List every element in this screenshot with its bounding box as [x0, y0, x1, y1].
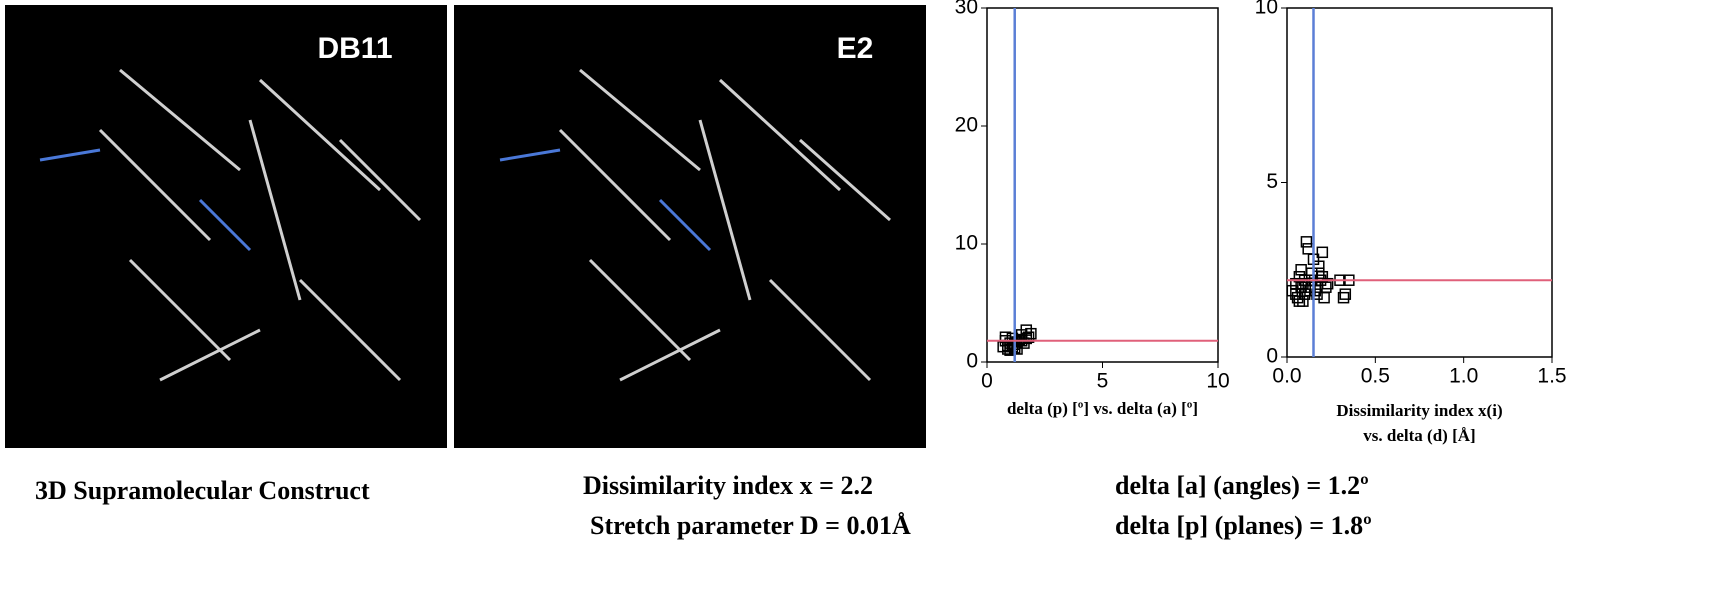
x-tick-label: 0 — [981, 370, 993, 393]
y-tick-label: 20 — [955, 114, 978, 137]
x-axis-label: vs. delta (d) [Å] — [1363, 426, 1475, 445]
x-tick-label: 0.0 — [1272, 365, 1301, 388]
caption: delta [p] (planes) = 1.8º — [1115, 511, 1372, 540]
point — [1316, 246, 1329, 259]
y-tick-label: 10 — [955, 232, 978, 255]
panel-label: E2 — [837, 32, 874, 65]
x-tick-label: 0.5 — [1361, 365, 1390, 388]
point — [1300, 236, 1313, 248]
point — [1020, 332, 1033, 345]
point — [999, 331, 1012, 343]
point — [1297, 277, 1309, 290]
y-tick-label: 30 — [955, 0, 978, 19]
plot-frame — [1286, 7, 1553, 358]
caption: Stretch parameter D = 0.01Å — [590, 511, 911, 540]
point — [1290, 288, 1302, 300]
molecule-panel — [454, 5, 926, 448]
x-tick-label: 1.5 — [1537, 365, 1566, 388]
point — [1339, 288, 1352, 300]
point — [1293, 295, 1306, 307]
x-tick-label: 10 — [1206, 370, 1229, 393]
point — [1295, 264, 1307, 276]
x-axis-label: Dissimilarity index x(i) — [1336, 401, 1502, 420]
x-tick-label: 1.0 — [1449, 365, 1478, 388]
point — [1309, 284, 1322, 297]
x-axis-label: delta (p) [º] vs. delta (a) [º] — [1007, 399, 1198, 418]
molecule-sketch — [39, 68, 891, 382]
point — [1311, 288, 1323, 300]
y-tick-label: 10 — [1255, 0, 1278, 19]
y-tick-label: 0 — [1266, 345, 1278, 368]
caption: 3D Supramolecular Construct — [35, 476, 370, 505]
y-tick-label: 0 — [966, 350, 978, 373]
point — [1337, 291, 1350, 304]
caption: Dissimilarity index x = 2.2 — [583, 471, 873, 500]
x-tick-label: 5 — [1097, 370, 1109, 393]
y-tick-label: 5 — [1266, 170, 1278, 193]
plot-frame — [986, 7, 1219, 363]
point — [1022, 331, 1035, 343]
point — [1316, 270, 1329, 283]
panel-label: DB11 — [317, 32, 392, 65]
caption: delta [a] (angles) = 1.2º — [1115, 471, 1369, 500]
